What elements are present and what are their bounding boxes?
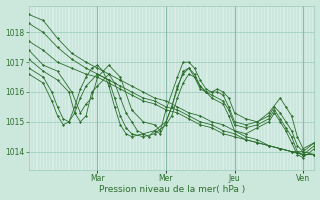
X-axis label: Pression niveau de la mer( hPa ): Pression niveau de la mer( hPa ) bbox=[99, 185, 245, 194]
